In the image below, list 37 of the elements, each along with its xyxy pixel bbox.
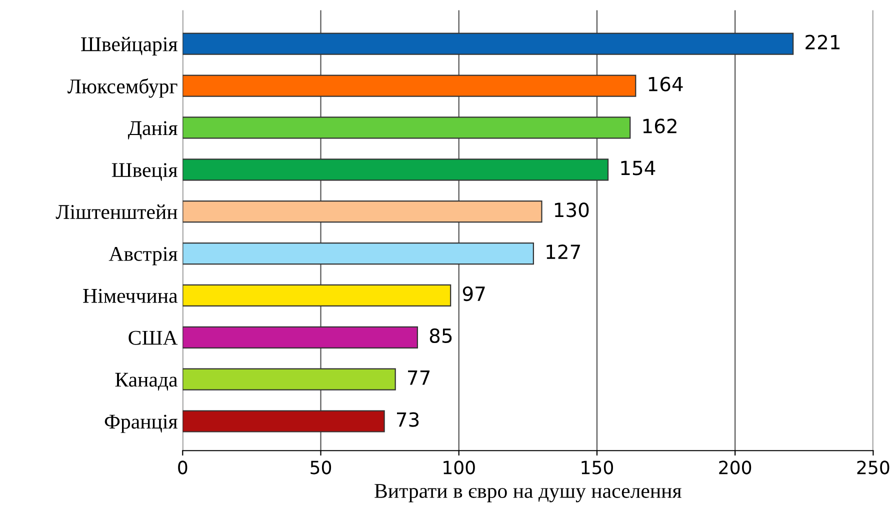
bar: [182, 368, 396, 390]
data-label: 85: [430, 328, 452, 344]
bar: [182, 74, 636, 97]
data-label: 164: [648, 76, 683, 92]
x-tick-label: 50: [310, 460, 332, 474]
x-tick-label: 150: [582, 460, 613, 474]
data-label: 127: [546, 244, 580, 259]
y-tick-label: Люксембург: [68, 78, 178, 98]
y-tick-label: США: [128, 330, 178, 345]
data-label: 97: [462, 286, 485, 302]
x-axis-title: Витрати в євро на душу населення: [374, 484, 682, 502]
data-label: 221: [806, 34, 840, 50]
y-tick-label: Ліштенштейн: [56, 204, 178, 220]
bar: [182, 326, 418, 348]
data-label: 77: [408, 370, 430, 385]
y-tick-label: Франція: [104, 414, 178, 433]
bar: [182, 158, 609, 181]
y-tick-label: Німеччина: [83, 288, 178, 303]
y-tick-label: Швеція: [112, 163, 178, 181]
bar: [182, 410, 385, 432]
y-tick-label: Канада: [115, 372, 178, 391]
bar: [182, 242, 534, 265]
data-label: 162: [643, 118, 676, 134]
x-tick-label: 250: [857, 460, 890, 474]
y-tick-label: Швейцарія: [81, 36, 178, 56]
y-tick-label: Данія: [128, 121, 178, 140]
x-tick-label: 100: [444, 460, 475, 474]
x-tick-label: 0: [178, 460, 188, 474]
bar: [182, 284, 452, 306]
data-label: 154: [621, 160, 656, 176]
bar: [182, 32, 794, 55]
bar: [182, 200, 542, 223]
data-label: 73: [396, 412, 419, 427]
y-tick-label: Австрія: [108, 246, 178, 266]
data-label: 130: [554, 202, 589, 218]
bar: [182, 116, 631, 139]
x-tick-label: 200: [719, 460, 752, 474]
